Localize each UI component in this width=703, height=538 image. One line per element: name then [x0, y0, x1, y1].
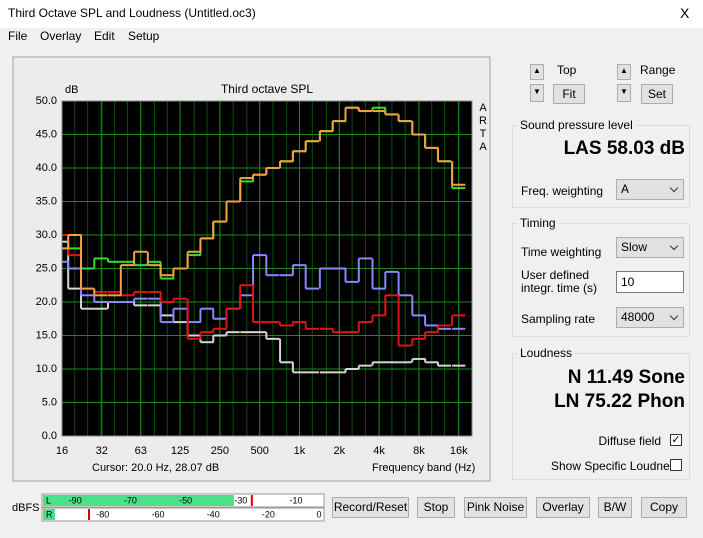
y-tick-label: 45.0 — [36, 128, 57, 140]
meter-tick-label: -40 — [207, 509, 220, 519]
y-tick-label: 10.0 — [36, 363, 57, 375]
integr-time-input[interactable]: 10 — [616, 271, 684, 293]
x-tick-label: 16k — [450, 445, 468, 457]
y-tick-label: 30.0 — [36, 229, 57, 241]
meter-tick-label: -90 — [69, 495, 82, 505]
range-label: Range — [640, 63, 676, 77]
x-tick-label: 4k — [373, 445, 385, 457]
loudness-group: Loudness N 11.49 Sone LN 75.22 Phon Diff… — [512, 346, 690, 480]
meter-tick-label: -30 — [234, 495, 247, 505]
group-title: Sound pressure level — [517, 118, 636, 132]
brand-letter: T — [480, 128, 487, 140]
spl-value: LAS 58.03 dB — [563, 138, 685, 159]
meter-tick-label: -60 — [151, 509, 164, 519]
range-up[interactable]: ▲ — [617, 64, 631, 80]
meter-tick-label: 0 — [316, 509, 321, 519]
y-tick-label: 0.0 — [42, 430, 57, 442]
meter-label: dBFS — [12, 502, 40, 514]
meter-left-level — [55, 495, 234, 506]
y-tick-label: 25.0 — [36, 262, 57, 274]
group-title: Timing — [517, 216, 559, 230]
y-tick-label: 15.0 — [36, 329, 57, 341]
freq-weighting-label: Freq. weighting — [521, 184, 604, 198]
x-tick-label: 63 — [135, 445, 147, 457]
timing-group: Timing Time weighting Slow User defined … — [512, 216, 690, 337]
y-tick-label: 35.0 — [36, 195, 57, 207]
channel-box — [43, 495, 55, 506]
sampling-rate-label: Sampling rate — [521, 312, 596, 326]
channel-box — [43, 509, 55, 520]
toolbar-button[interactable]: Overlay — [536, 497, 590, 518]
menu-item[interactable]: Overlay — [40, 29, 82, 43]
top-down[interactable]: ▼ — [530, 84, 544, 102]
toolbar-button[interactable]: B/W — [598, 497, 632, 518]
menu-item[interactable]: Edit — [94, 29, 115, 43]
meter-tick-label: -50 — [179, 495, 192, 505]
y-label: dB — [65, 84, 78, 96]
close-button[interactable]: X — [680, 5, 690, 21]
diffuse-field-label: Diffuse field — [598, 434, 661, 448]
y-tick-label: 20.0 — [36, 296, 57, 308]
loudness-n: N 11.49 Sone — [567, 367, 685, 388]
meter-left-peak — [250, 495, 253, 506]
sampling-rate-select[interactable]: 48000 — [616, 307, 684, 328]
loudness-ln: LN 75.22 Phon — [554, 391, 685, 412]
x-tick-label: 16 — [56, 445, 68, 457]
toolbar-button[interactable]: Record/Reset — [332, 497, 409, 518]
y-tick-label: 40.0 — [36, 162, 57, 174]
fit-button[interactable]: Fit — [553, 84, 585, 104]
x-tick-label: 8k — [413, 445, 425, 457]
group-title: Loudness — [517, 346, 576, 360]
freq-weighting-select[interactable]: A — [616, 179, 684, 200]
brand-letter: A — [479, 102, 487, 114]
integr-label: integr. time (s) — [521, 281, 598, 295]
top-label: Top — [557, 63, 577, 77]
diffuse-field-checkbox[interactable]: ✓ — [670, 434, 682, 446]
window-title: Third Octave SPL and Loudness (Untitled.… — [8, 6, 256, 20]
range-down[interactable]: ▼ — [617, 84, 631, 102]
x-tick-label: 500 — [251, 445, 269, 457]
chart-title: Third octave SPL — [221, 82, 313, 96]
toolbar-button[interactable]: Pink Noise — [464, 497, 527, 518]
show-specific-checkbox[interactable] — [670, 459, 682, 471]
cursor-readout: Cursor: 20.0 Hz, 28.07 dB — [92, 462, 219, 474]
toolbar-button[interactable]: Stop — [417, 497, 455, 518]
meter-tick-label: -10 — [289, 495, 302, 505]
show-specific-label: Show Specific Loudness — [551, 459, 682, 473]
menu-item[interactable]: File — [8, 29, 28, 43]
spl-group: Sound pressure level LAS 58.03 dB Freq. … — [512, 118, 690, 208]
top-up[interactable]: ▲ — [530, 64, 544, 80]
x-tick-label: 125 — [171, 445, 189, 457]
y-tick-label: 50.0 — [36, 95, 57, 107]
x-tick-label: 1k — [294, 445, 306, 457]
title-bar: Third Octave SPL and Loudness (Untitled.… — [0, 0, 703, 28]
x-tick-label: 2k — [333, 445, 345, 457]
channel-label: L — [46, 495, 51, 505]
meter-right-peak — [88, 509, 90, 520]
brand-letter: R — [479, 115, 487, 127]
x-label: Frequency band (Hz) — [372, 462, 475, 474]
toolbar-button[interactable]: Copy — [641, 497, 687, 518]
brand-letter: A — [479, 141, 487, 153]
menu-item[interactable]: Setup — [128, 29, 160, 43]
meter-tick-label: -80 — [96, 509, 109, 519]
menu-bar: File Overlay Edit Setup — [0, 28, 703, 46]
time-weighting-label: Time weighting — [521, 245, 602, 259]
integr-label: User defined — [521, 268, 590, 282]
y-tick-label: 5.0 — [42, 396, 57, 408]
meter-tick-label: -20 — [262, 509, 275, 519]
meter-right-bg — [41, 507, 325, 522]
time-weighting-select[interactable]: Slow — [616, 237, 684, 258]
plot-border — [61, 100, 473, 437]
x-tick-label: 250 — [211, 445, 229, 457]
meter-tick-label: -70 — [124, 495, 137, 505]
x-tick-label: 32 — [96, 445, 108, 457]
set-button[interactable]: Set — [641, 84, 673, 104]
channel-label: R — [46, 509, 53, 519]
